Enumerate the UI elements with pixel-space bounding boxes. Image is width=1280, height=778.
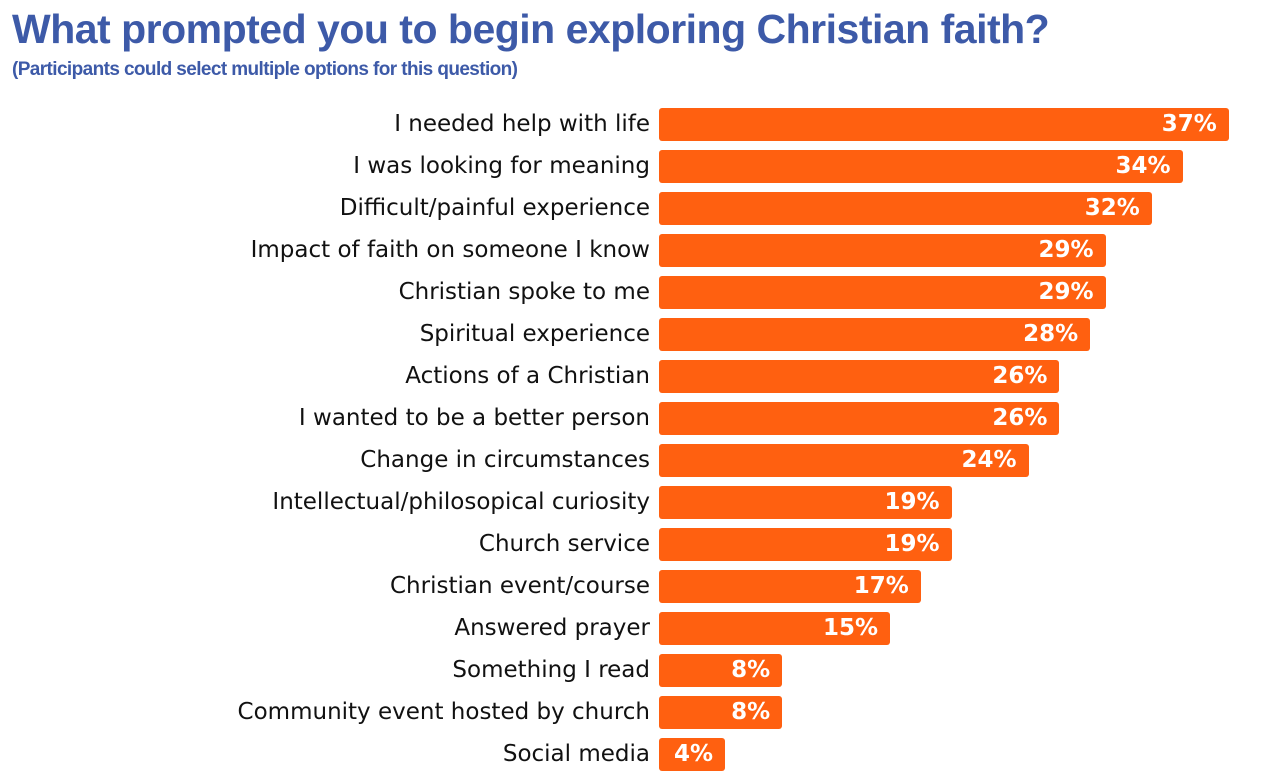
category-label: Difficult/painful experience <box>339 195 650 221</box>
category-label: Christian spoke to me <box>398 279 650 305</box>
category-label: Christian event/course <box>390 573 650 599</box>
bar: 24% <box>659 444 1029 477</box>
category-label: Church service <box>478 531 650 557</box>
category-label: Change in circumstances <box>360 447 650 473</box>
data-label: 8% <box>731 699 771 725</box>
bar: 8% <box>659 654 783 687</box>
data-label: 24% <box>961 447 1017 473</box>
bar: 34% <box>659 150 1183 183</box>
data-label: 29% <box>1038 237 1094 263</box>
bar: 19% <box>659 528 952 561</box>
category-label: I was looking for meaning <box>353 153 650 179</box>
bar: 15% <box>659 612 890 645</box>
chart-subtitle: (Participants could select multiple opti… <box>12 59 518 80</box>
category-label: I needed help with life <box>394 111 650 137</box>
category-label: Actions of a Christian <box>405 363 650 389</box>
data-label: 32% <box>1084 195 1140 221</box>
bar: 4% <box>659 738 725 771</box>
category-label: Impact of faith on someone I know <box>250 237 650 263</box>
category-label: Answered prayer <box>454 615 650 641</box>
bar: 37% <box>659 108 1229 141</box>
data-label: 19% <box>884 531 940 557</box>
bar: 8% <box>659 696 783 729</box>
category-label: Spiritual experience <box>419 321 650 347</box>
data-label: 17% <box>853 573 909 599</box>
data-label: 8% <box>731 657 771 683</box>
category-label: Intellectual/philosopical curiosity <box>272 489 650 515</box>
bar: 19% <box>659 486 952 519</box>
bar: 29% <box>659 234 1106 267</box>
category-label: Social media <box>502 741 650 767</box>
category-label: I wanted to be a better person <box>298 405 650 431</box>
data-label: 26% <box>992 363 1048 389</box>
category-label: Community event hosted by church <box>237 699 650 725</box>
bar: 29% <box>659 276 1106 309</box>
data-label: 28% <box>1023 321 1079 347</box>
bar: 26% <box>659 360 1060 393</box>
data-label: 4% <box>673 741 713 767</box>
data-label: 34% <box>1115 153 1171 179</box>
bar: 32% <box>659 192 1152 225</box>
data-label: 29% <box>1038 279 1094 305</box>
data-label: 15% <box>822 615 878 641</box>
data-label: 26% <box>992 405 1048 431</box>
bar: 28% <box>659 318 1091 351</box>
bar: 17% <box>659 570 921 603</box>
bar: 26% <box>659 402 1060 435</box>
category-label: Something I read <box>452 657 650 683</box>
data-label: 19% <box>884 489 940 515</box>
chart-title: What prompted you to begin exploring Chr… <box>12 6 1050 52</box>
data-label: 37% <box>1161 111 1217 137</box>
